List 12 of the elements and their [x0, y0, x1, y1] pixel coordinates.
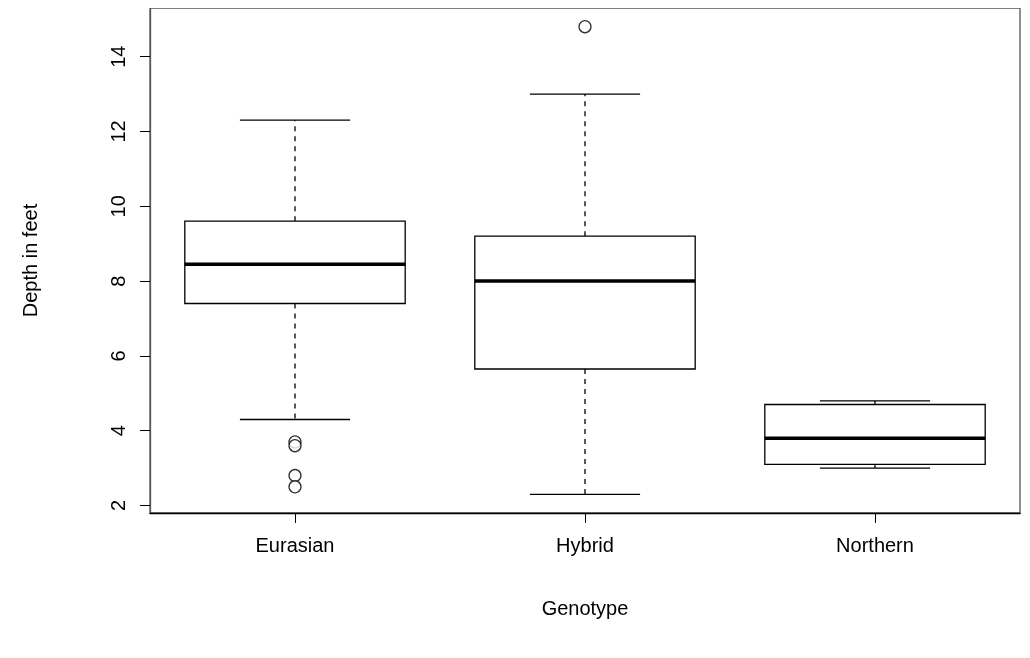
- x-axis-title: Genotype: [541, 597, 629, 619]
- y-tick-label: 2: [107, 499, 129, 512]
- y-tick-label: 14: [107, 45, 129, 68]
- x-tick-label: Northern: [836, 534, 914, 556]
- x-tick-label: Hybrid: [556, 534, 614, 556]
- y-tick-label: 10: [107, 195, 129, 218]
- y-tick-label: 6: [107, 350, 129, 362]
- y-tick-label: 12: [107, 120, 129, 143]
- x-tick-label: Eurasian: [255, 534, 335, 556]
- y-tick-label: 4: [107, 425, 129, 437]
- y-axis-title: Depth in feet: [19, 203, 41, 318]
- y-tick-label: 8: [107, 275, 129, 287]
